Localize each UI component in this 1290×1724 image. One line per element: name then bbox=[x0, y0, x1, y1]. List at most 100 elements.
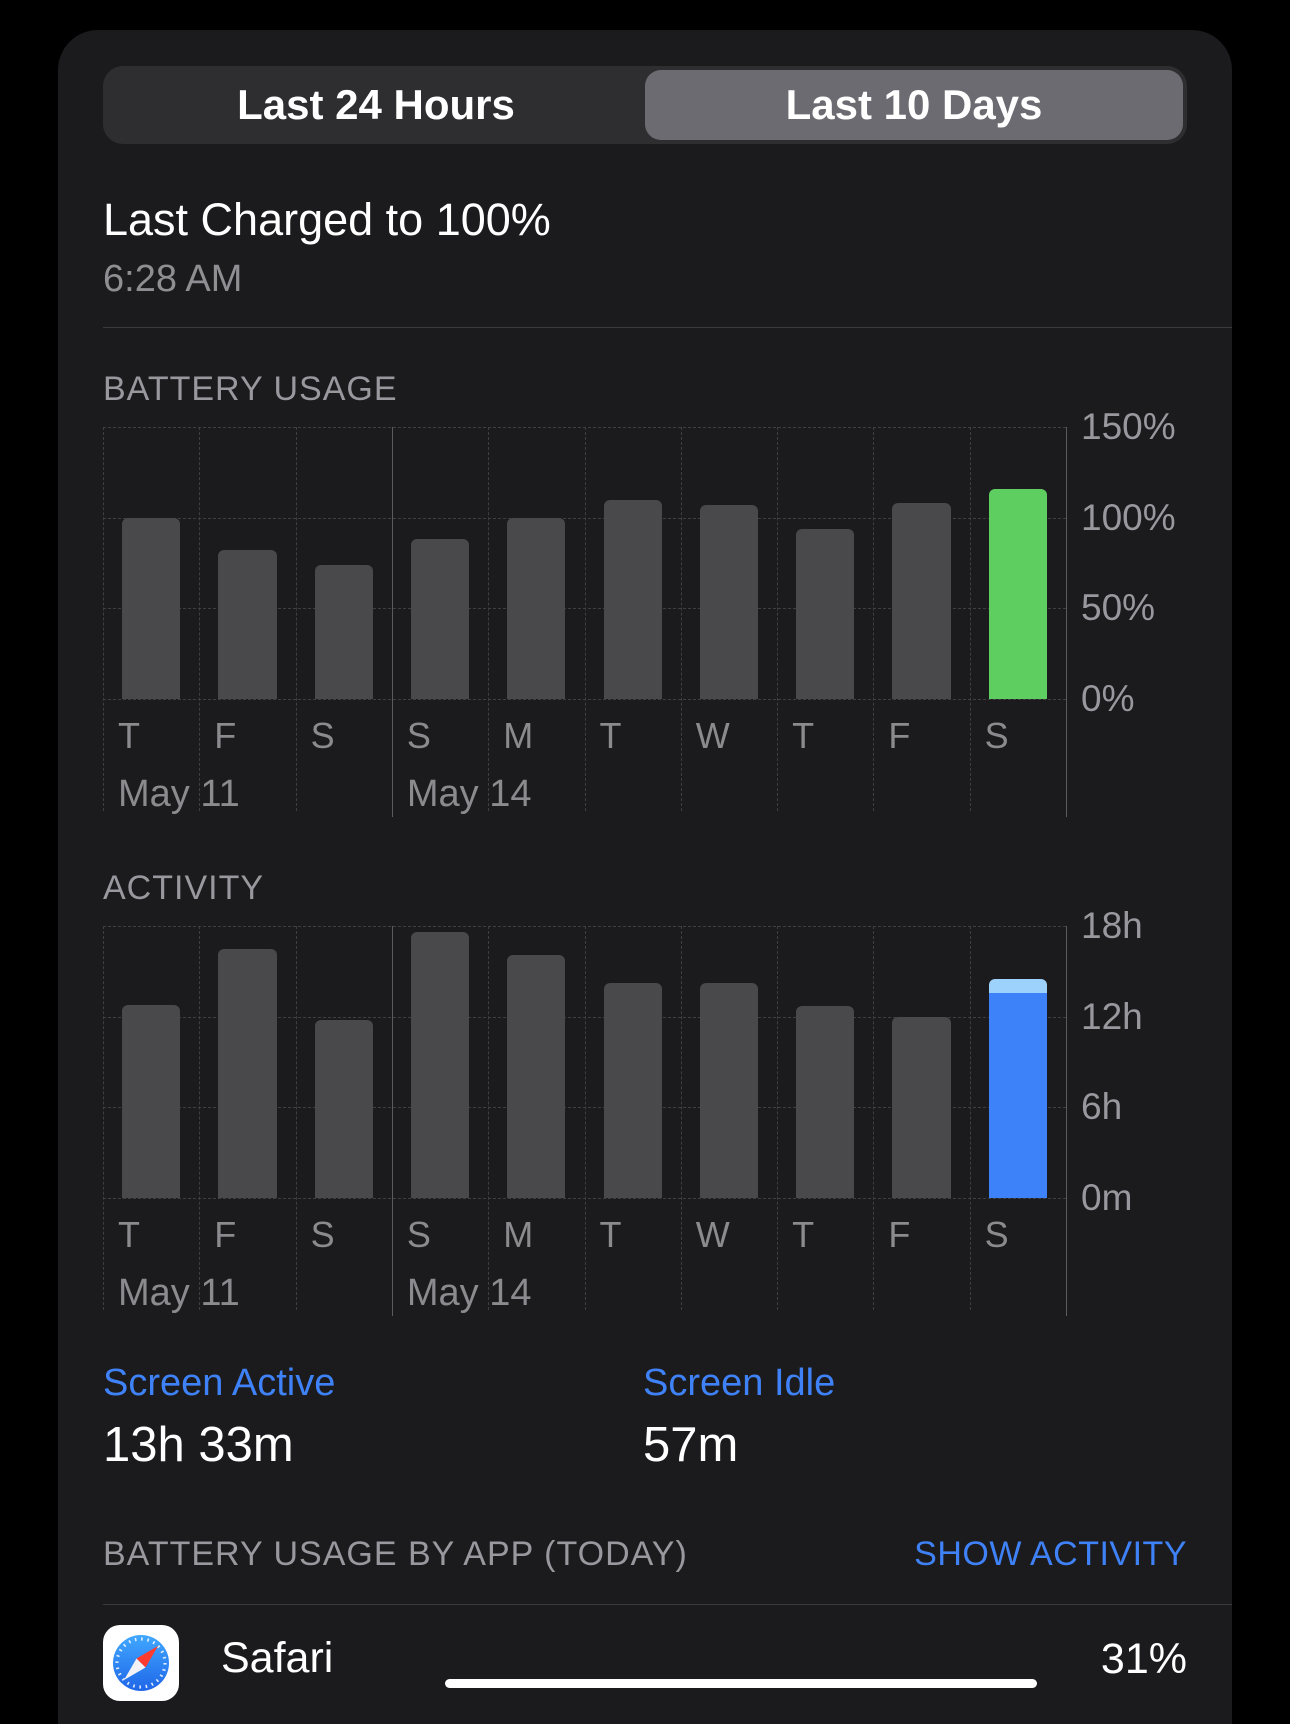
y-axis-label: 12h bbox=[1081, 995, 1143, 1037]
segment-last-24-hours[interactable]: Last 24 Hours bbox=[107, 70, 645, 140]
app-name: Safari bbox=[221, 1633, 334, 1682]
app-usage-bar-track bbox=[445, 1678, 1037, 1688]
gridline-horizontal bbox=[103, 926, 1066, 927]
battery-usage-chart: 150% 100% 50% 0% T F S S M T W T F S May 11 May 14 bbox=[103, 406, 1187, 827]
gridline-vertical bbox=[969, 926, 971, 1310]
gridline-horizontal bbox=[103, 1107, 1066, 1109]
chart-bar-s[interactable] bbox=[988, 488, 1047, 699]
day-label: S bbox=[406, 715, 431, 756]
y-axis-label: 150% bbox=[1081, 406, 1176, 447]
day-label: T bbox=[118, 715, 140, 756]
gridline-vertical bbox=[488, 926, 490, 1310]
gridline-vertical bbox=[584, 926, 586, 1310]
app-usage-bar bbox=[445, 1678, 1037, 1688]
gridline-vertical bbox=[873, 427, 875, 811]
y-axis-label: 100% bbox=[1081, 496, 1176, 538]
day-label: T bbox=[118, 1214, 140, 1255]
gridline-vertical bbox=[103, 427, 104, 811]
y-axis-label: 18h bbox=[1081, 905, 1143, 946]
battery-usage-plot bbox=[103, 427, 1066, 700]
chart-bar-t[interactable] bbox=[122, 517, 181, 699]
show-activity-button[interactable]: SHOW ACTIVITY bbox=[914, 1535, 1187, 1573]
day-label: F bbox=[214, 1214, 237, 1255]
chart-bar-w[interactable] bbox=[699, 504, 759, 699]
battery-usage-header: BATTERY USAGE bbox=[103, 370, 398, 408]
activity-chart: 18h 12h 6h 0m T F S S M T W T F S May 11 May 14 bbox=[103, 905, 1187, 1326]
gridline-horizontal bbox=[103, 1198, 1066, 1199]
gridline-vertical bbox=[873, 926, 875, 1310]
screen-idle-bar-segment bbox=[988, 978, 1047, 994]
gridline-vertical bbox=[1066, 427, 1067, 817]
activity-plot bbox=[103, 926, 1066, 1199]
chart-bar-s[interactable] bbox=[988, 978, 1047, 1198]
last-charged-title: Last Charged to 100% bbox=[103, 194, 551, 245]
gridline-vertical bbox=[777, 926, 779, 1310]
y-axis-label: 0m bbox=[1081, 1177, 1133, 1218]
screen-idle-summary: Screen Idle 57m bbox=[643, 1362, 1183, 1473]
gridline-vertical bbox=[969, 427, 971, 811]
chart-bar-s[interactable] bbox=[410, 932, 470, 1198]
y-axis-label: 50% bbox=[1081, 587, 1156, 629]
chart-bar-t[interactable] bbox=[796, 1006, 855, 1198]
day-label: W bbox=[695, 1214, 730, 1255]
chart-bar-m[interactable] bbox=[507, 517, 566, 699]
y-axis-label: 0% bbox=[1081, 678, 1135, 719]
gridline-vertical bbox=[1066, 926, 1067, 1316]
app-usage-percent: 31% bbox=[1100, 1634, 1187, 1683]
activity-header: ACTIVITY bbox=[103, 869, 265, 907]
screen-idle-label: Screen Idle bbox=[643, 1362, 836, 1404]
gridline-horizontal bbox=[103, 517, 1066, 519]
chart-bar-s[interactable] bbox=[410, 539, 470, 699]
chart-bar-s[interactable] bbox=[314, 564, 373, 699]
gridline-vertical bbox=[199, 926, 201, 1310]
chart-bar-f[interactable] bbox=[892, 503, 951, 699]
chart-bar-t[interactable] bbox=[603, 499, 662, 699]
chart-bar-f[interactable] bbox=[218, 948, 277, 1198]
y-axis-label: 6h bbox=[1081, 1086, 1123, 1128]
date-label: May 14 bbox=[406, 1272, 532, 1314]
screen-active-label: Screen Active bbox=[103, 1362, 336, 1404]
day-label: T bbox=[599, 715, 622, 756]
chart-bar-t[interactable] bbox=[603, 983, 662, 1198]
day-label: T bbox=[599, 1214, 622, 1255]
day-label: F bbox=[888, 715, 911, 756]
date-label: May 11 bbox=[118, 773, 240, 815]
screen-active-bar-segment bbox=[988, 993, 1047, 1198]
gridline-vertical bbox=[391, 926, 393, 1316]
chart-bar-m[interactable] bbox=[507, 954, 566, 1198]
screen-idle-value: 57m bbox=[643, 1418, 739, 1472]
screen-active-value: 13h 33m bbox=[103, 1418, 294, 1472]
gridline-vertical bbox=[488, 427, 490, 811]
chart-bar-f[interactable] bbox=[218, 550, 277, 699]
day-label: S bbox=[984, 1214, 1009, 1255]
screen-active-summary: Screen Active 13h 33m bbox=[103, 1362, 643, 1473]
day-label: S bbox=[310, 715, 335, 756]
gridline-horizontal bbox=[103, 608, 1066, 610]
app-row-safari[interactable]: Safari 31% bbox=[103, 1605, 1187, 1701]
gridline-vertical bbox=[680, 427, 682, 811]
content-card: Last 24 Hours Last 10 Days Last Charged … bbox=[58, 30, 1232, 1724]
gridline-vertical bbox=[680, 926, 682, 1310]
gridline-vertical bbox=[391, 427, 393, 817]
day-label: T bbox=[792, 1214, 815, 1255]
day-label: W bbox=[695, 715, 730, 756]
chart-bar-w[interactable] bbox=[699, 983, 759, 1198]
gridline-vertical bbox=[295, 926, 297, 1310]
chart-bar-t[interactable] bbox=[122, 1004, 181, 1198]
screen-time-summary: Screen Active 13h 33m Screen Idle 57m bbox=[103, 1362, 1187, 1473]
date-label: May 11 bbox=[118, 1272, 240, 1314]
chart-bar-s[interactable] bbox=[314, 1019, 373, 1198]
day-label: M bbox=[503, 1214, 534, 1255]
gridline-vertical bbox=[103, 926, 104, 1310]
date-label: May 14 bbox=[406, 773, 532, 815]
divider bbox=[103, 1604, 1232, 1605]
segment-last-10-days[interactable]: Last 10 Days bbox=[645, 70, 1183, 140]
day-label: F bbox=[214, 715, 237, 756]
last-charged-time: 6:28 AM bbox=[103, 258, 243, 300]
day-label: S bbox=[310, 1214, 335, 1255]
gridline-horizontal bbox=[103, 427, 1066, 428]
gridline-vertical bbox=[199, 427, 201, 811]
chart-bar-t[interactable] bbox=[796, 528, 855, 699]
chart-bar-f[interactable] bbox=[892, 1016, 951, 1198]
